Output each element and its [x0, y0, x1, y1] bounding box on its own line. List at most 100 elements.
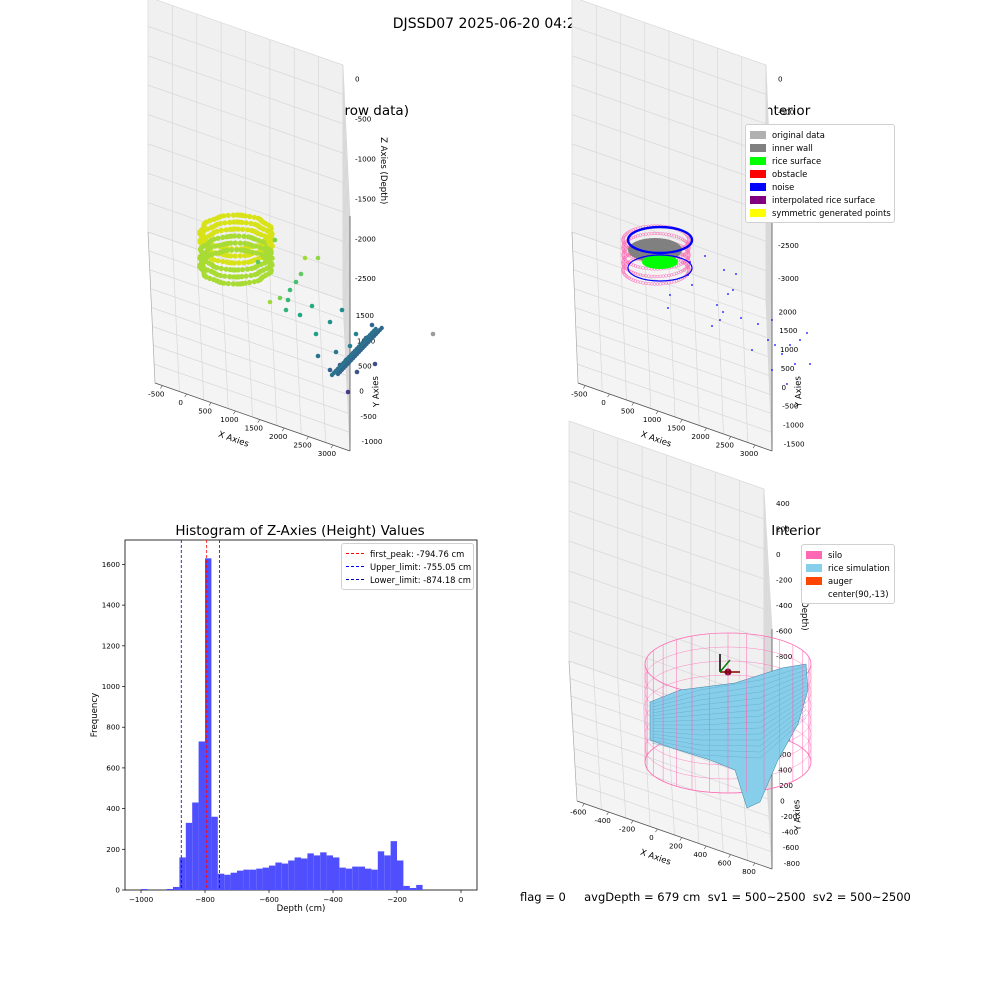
- p2-grid: [573, 269, 768, 339]
- p1-silo-cloud-point: [241, 233, 247, 239]
- p1-grid: [342, 299, 351, 452]
- legend4-entry: auger: [806, 574, 890, 587]
- p2-noise-point: [723, 269, 725, 271]
- p1-x-tick-label: -500: [148, 390, 165, 399]
- p2-noise-point: [704, 255, 706, 257]
- p4-x-axis-label: X Axies: [639, 848, 673, 868]
- p2-wall-point: [679, 270, 683, 274]
- p4-rice-mesh-line: [651, 673, 807, 711]
- p1-grid: [293, 282, 302, 435]
- p1-grid: [155, 0, 344, 66]
- p2-z-tick-label: 0: [778, 74, 783, 83]
- p4-y-tick-label: 0: [780, 797, 785, 806]
- p1-y-tick-label: 500: [358, 361, 372, 370]
- p4-xtick-mark: [703, 845, 707, 850]
- p1-silo-cloud-point: [230, 212, 236, 218]
- p1-silo-cloud-point: [241, 260, 247, 266]
- legend2-label: original data: [772, 129, 825, 140]
- p2-y-tick-label: 1500: [779, 326, 798, 335]
- p1-silo-cloud-point: [230, 281, 236, 287]
- p1-silo-cloud-point: [237, 240, 243, 246]
- p4-rice-mesh-line: [651, 689, 807, 723]
- p1-silo-cloud-point: [228, 240, 234, 246]
- histogram-x-tick-label: −200: [387, 895, 407, 904]
- p1-silo-cloud-point: [242, 213, 248, 219]
- p2-grid: [692, 274, 700, 426]
- p2-noise-point: [771, 319, 773, 321]
- legend3-label: Lower_limit: -874.18 cm: [370, 574, 471, 585]
- p1-silo-cloud-point: [215, 235, 221, 241]
- histogram-bar: [205, 558, 212, 890]
- histogram-bar: [390, 841, 397, 890]
- p4-rice-mesh-line: [651, 717, 807, 759]
- p2-grid: [571, 84, 767, 154]
- p2-z-tick-label: -2500: [778, 241, 799, 250]
- p1-scatter-point: [277, 295, 283, 301]
- p1-grid: [151, 307, 347, 376]
- p1-silo-cloud-point: [222, 220, 228, 226]
- p2-noise-point: [771, 369, 773, 371]
- p1-scatter-point: [287, 287, 293, 293]
- histogram-bar: [371, 869, 378, 890]
- p1-xtick-mark: [330, 444, 334, 449]
- p1-silo-cloud-point: [214, 228, 220, 234]
- p1-silo-cloud-point: [227, 267, 233, 273]
- p4-xtick-mark: [606, 811, 609, 816]
- p1-scatter-point: [302, 255, 308, 261]
- histogram-bar: [403, 885, 410, 890]
- p1-silo-cloud-point: [225, 212, 231, 218]
- p4-z-tick-label: 200: [776, 524, 790, 533]
- p1-silo-cloud-point: [220, 234, 226, 241]
- legend3-swatch: [346, 579, 364, 580]
- histogram-bar: [313, 855, 321, 890]
- p2-wall-point: [677, 270, 681, 275]
- p1-x-tick-label: 0: [178, 398, 183, 407]
- p1-grid: [342, 94, 351, 246]
- histogram-bar: [288, 860, 295, 890]
- legend2-label: inner wall: [772, 142, 813, 153]
- histogram-bar: [249, 869, 257, 890]
- p4-rice-mesh-line: [651, 677, 807, 714]
- p2-grid: [571, 26, 767, 95]
- legend4-swatch: [806, 550, 822, 559]
- p2-wall-point: [629, 236, 633, 240]
- p1-silo-cloud-point: [232, 240, 238, 246]
- p1-silo-cloud-point: [227, 219, 233, 225]
- p2-x-tick-label: 1000: [643, 415, 662, 424]
- p1-silo-cloud-point: [247, 213, 253, 220]
- p1-scatter-point: [354, 369, 360, 375]
- p1-grid: [147, 231, 344, 301]
- p1-silo-cloud-point: [253, 243, 259, 249]
- p1-silo-cloud-point: [268, 248, 274, 254]
- p1-silo-cloud-point: [234, 247, 240, 253]
- status-footer: flag = 0 avgDepth = 679 cm sv1 = 500~250…: [520, 890, 911, 904]
- p1-xtick-mark: [208, 402, 212, 406]
- p4-z-tick-label: 0: [776, 550, 781, 559]
- p2-x-tick-label: 500: [621, 407, 635, 416]
- histogram-bar: [384, 855, 391, 890]
- p1-scatter-point: [430, 331, 436, 337]
- p4-y-tick-label: -600: [783, 843, 800, 852]
- p4-grid: [568, 420, 765, 490]
- p4-grid: [568, 450, 765, 520]
- p2-noise-point: [751, 349, 753, 351]
- histogram-bar: [281, 863, 289, 890]
- p1-x-tick-label: 3000: [318, 449, 337, 458]
- p1-x-tick-label: 2000: [269, 432, 288, 441]
- p1-silo-cloud-point: [266, 234, 272, 240]
- p4-z-tick-label: -200: [776, 575, 793, 584]
- p2-xtick-mark: [631, 402, 635, 406]
- p4-grid: [568, 510, 765, 580]
- p2-classified-cloud: [621, 224, 694, 286]
- p1-silo-cloud-point: [239, 267, 246, 273]
- p1-scatter-point: [293, 279, 299, 285]
- legend3-entry: Upper_limit: -755.05 cm: [346, 560, 471, 573]
- legend2-entry: interpolated rice surface: [750, 193, 890, 206]
- p2-grid: [571, 55, 767, 125]
- p2-wall-point: [674, 234, 679, 239]
- p1-silo-cloud-point: [220, 258, 226, 265]
- p1-y-tick-label: 0: [359, 387, 364, 396]
- p1-xtick-mark: [257, 419, 261, 423]
- histogram-bar: [365, 868, 372, 890]
- p1-silo-cloud-point: [232, 253, 238, 259]
